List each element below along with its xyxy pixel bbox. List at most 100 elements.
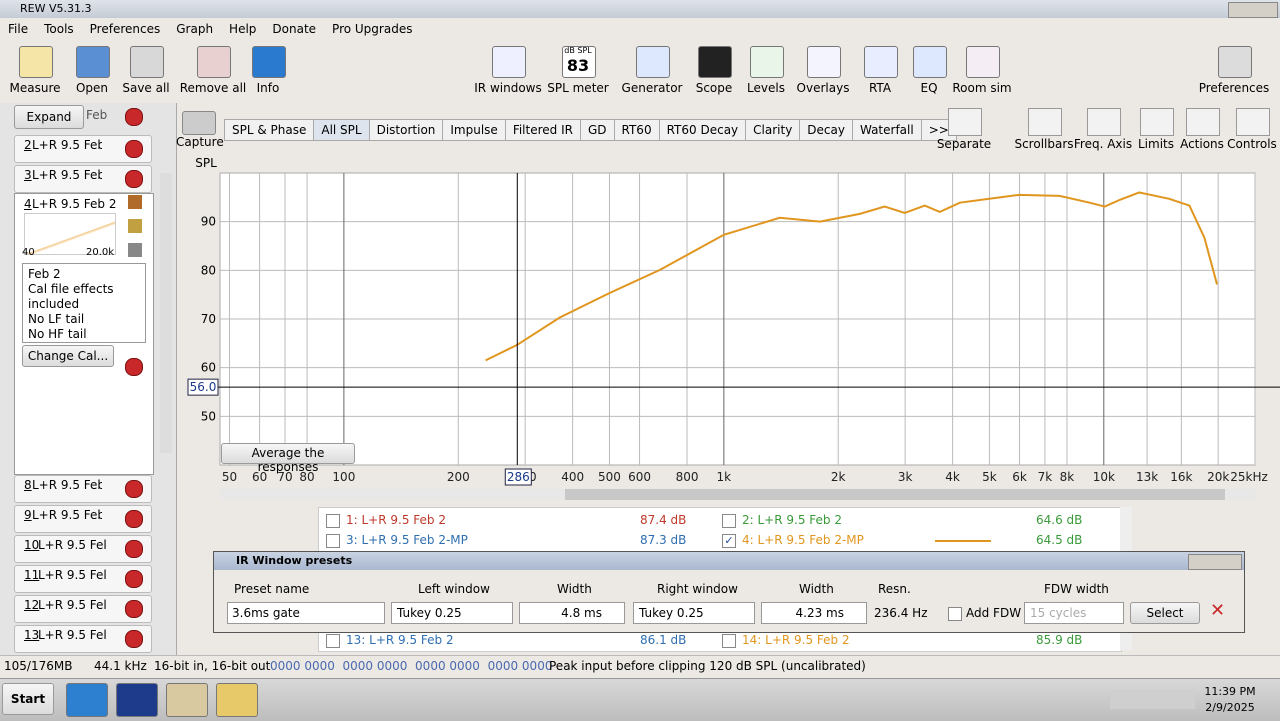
menu-item[interactable]: Preferences <box>89 22 161 36</box>
left-window-select[interactable]: Tukey 0.25 <box>391 602 513 624</box>
taskbar-app[interactable] <box>166 683 208 717</box>
legend-checkbox[interactable] <box>326 514 340 528</box>
remove-icon[interactable] <box>125 480 143 498</box>
tool-label[interactable]: Remove all <box>179 81 247 95</box>
graph-tool-label[interactable]: Separate <box>936 137 992 151</box>
remove-icon[interactable] <box>125 540 143 558</box>
graph-tool-icon[interactable] <box>948 108 982 136</box>
expand-button[interactable]: Expand <box>14 105 84 129</box>
preset-name-field[interactable]: 3.6ms gate <box>227 602 385 624</box>
menu-item[interactable]: Graph <box>176 22 214 36</box>
graph-tool-label[interactable]: Scrollbars <box>1014 137 1074 151</box>
tool-icon[interactable] <box>636 46 670 78</box>
legend-checkbox[interactable] <box>722 634 736 648</box>
graph-tab[interactable]: Waterfall <box>851 119 922 141</box>
graph-tab[interactable]: >> <box>920 119 957 141</box>
menu-item[interactable]: File <box>8 22 29 36</box>
graph-tool-label[interactable]: Freq. Axis <box>1073 137 1133 151</box>
tool-icon[interactable] <box>913 46 947 78</box>
tool-label[interactable]: IR windows <box>474 81 542 95</box>
item-tool[interactable] <box>128 195 142 209</box>
tool-label[interactable]: Measure <box>9 81 61 95</box>
tool-icon[interactable] <box>966 46 1000 78</box>
tray-icons[interactable] <box>1110 689 1195 709</box>
legend-name[interactable]: 14: L+R 9.5 Feb 2 <box>742 633 850 647</box>
graph-tab[interactable]: RT60 <box>613 119 660 141</box>
tool-icon[interactable] <box>130 46 164 78</box>
fdw-width-field[interactable]: 15 cycles <box>1024 602 1124 624</box>
tool-label[interactable]: Overlays <box>796 81 850 95</box>
select-button[interactable]: Select <box>1130 602 1200 624</box>
tool-icon[interactable] <box>562 46 596 78</box>
tool-icon[interactable] <box>76 46 110 78</box>
remove-icon[interactable] <box>125 570 143 588</box>
tool-icon[interactable] <box>492 46 526 78</box>
tool-label[interactable]: Room sim <box>952 81 1012 95</box>
tool-icon[interactable] <box>698 46 732 78</box>
close-dialog-icon[interactable]: ✕ <box>1210 600 1226 621</box>
graph-tool-icon[interactable] <box>1186 108 1220 136</box>
panel-scrollbar[interactable] <box>160 173 172 453</box>
tool-icon[interactable] <box>252 46 286 78</box>
title-controls[interactable] <box>1228 2 1278 18</box>
graph-tool-label[interactable]: Controls <box>1227 137 1277 151</box>
tool-icon[interactable] <box>750 46 784 78</box>
legend-name[interactable]: 2: L+R 9.5 Feb 2 <box>742 513 842 527</box>
tool-label[interactable]: Scope <box>695 81 733 95</box>
item-tool[interactable] <box>128 219 142 233</box>
tool-icon[interactable] <box>19 46 53 78</box>
taskbar-app[interactable] <box>116 683 158 717</box>
graph-tool-icon[interactable] <box>1140 108 1174 136</box>
menu-item[interactable]: Donate <box>272 22 317 36</box>
tool-label[interactable]: Info <box>256 81 280 95</box>
tool-icon[interactable] <box>807 46 841 78</box>
dialog-controls[interactable] <box>1188 554 1242 570</box>
graph-tab[interactable]: RT60 Decay <box>658 119 747 141</box>
taskbar-app[interactable] <box>216 683 258 717</box>
tool-label[interactable]: Levels <box>747 81 785 95</box>
capture-label[interactable]: Capture <box>176 135 224 149</box>
menu-item[interactable]: Pro Upgrades <box>332 22 413 36</box>
remove-icon[interactable] <box>125 630 143 648</box>
tool-icon[interactable] <box>864 46 898 78</box>
graph-tab[interactable]: Impulse <box>442 119 506 141</box>
tool-icon[interactable] <box>197 46 231 78</box>
tool-label[interactable]: RTA <box>868 81 892 95</box>
graph-tab[interactable]: All SPL <box>313 119 370 141</box>
graph-tool-icon[interactable] <box>1028 108 1062 136</box>
remove-icon[interactable] <box>125 108 143 126</box>
legend-checkbox[interactable]: ✓ <box>722 534 736 548</box>
graph-tool-icon[interactable] <box>1087 108 1121 136</box>
menu-item[interactable]: Tools <box>44 22 74 36</box>
capture-icon[interactable] <box>182 111 216 135</box>
add-fdw-checkbox[interactable] <box>948 607 962 621</box>
right-width-field[interactable]: 4.23 ms <box>761 602 867 624</box>
tool-label[interactable]: Generator <box>621 81 683 95</box>
graph-tab[interactable]: SPL & Phase <box>224 119 315 141</box>
remove-icon[interactable] <box>125 510 143 528</box>
graph-tool-label[interactable]: Limits <box>1138 137 1174 151</box>
remove-icon[interactable] <box>125 170 143 188</box>
legend-name[interactable]: 13: L+R 9.5 Feb 2 <box>346 633 454 647</box>
average-button[interactable]: Average the responses <box>221 443 355 474</box>
legend-name[interactable]: 3: L+R 9.5 Feb 2-MP <box>346 533 468 547</box>
graph-tab[interactable]: Clarity <box>745 119 801 141</box>
graph-tab[interactable]: Distortion <box>368 119 444 141</box>
item-tool[interactable] <box>128 243 142 257</box>
start-button[interactable]: Start <box>2 683 54 715</box>
x-scroll-thumb[interactable] <box>565 489 1225 500</box>
menu-item[interactable]: Help <box>229 22 257 36</box>
graph-tool-label[interactable]: Actions <box>1180 137 1224 151</box>
legend-name[interactable]: 1: L+R 9.5 Feb 2 <box>346 513 446 527</box>
tool-label[interactable]: SPL meter <box>547 81 609 95</box>
remove-icon[interactable] <box>125 358 143 376</box>
graph-tab[interactable]: Decay <box>799 119 853 141</box>
graph-tab[interactable]: Filtered IR <box>504 119 581 141</box>
tool-label[interactable]: Open <box>75 81 109 95</box>
legend-name[interactable]: 4: L+R 9.5 Feb 2-MP <box>742 533 864 547</box>
tool-label[interactable]: Save all <box>122 81 170 95</box>
left-width-field[interactable]: 4.8 ms <box>519 602 625 624</box>
graph-tab[interactable]: GD <box>579 119 615 141</box>
tool-icon[interactable] <box>1218 46 1252 78</box>
remove-icon[interactable] <box>125 140 143 158</box>
